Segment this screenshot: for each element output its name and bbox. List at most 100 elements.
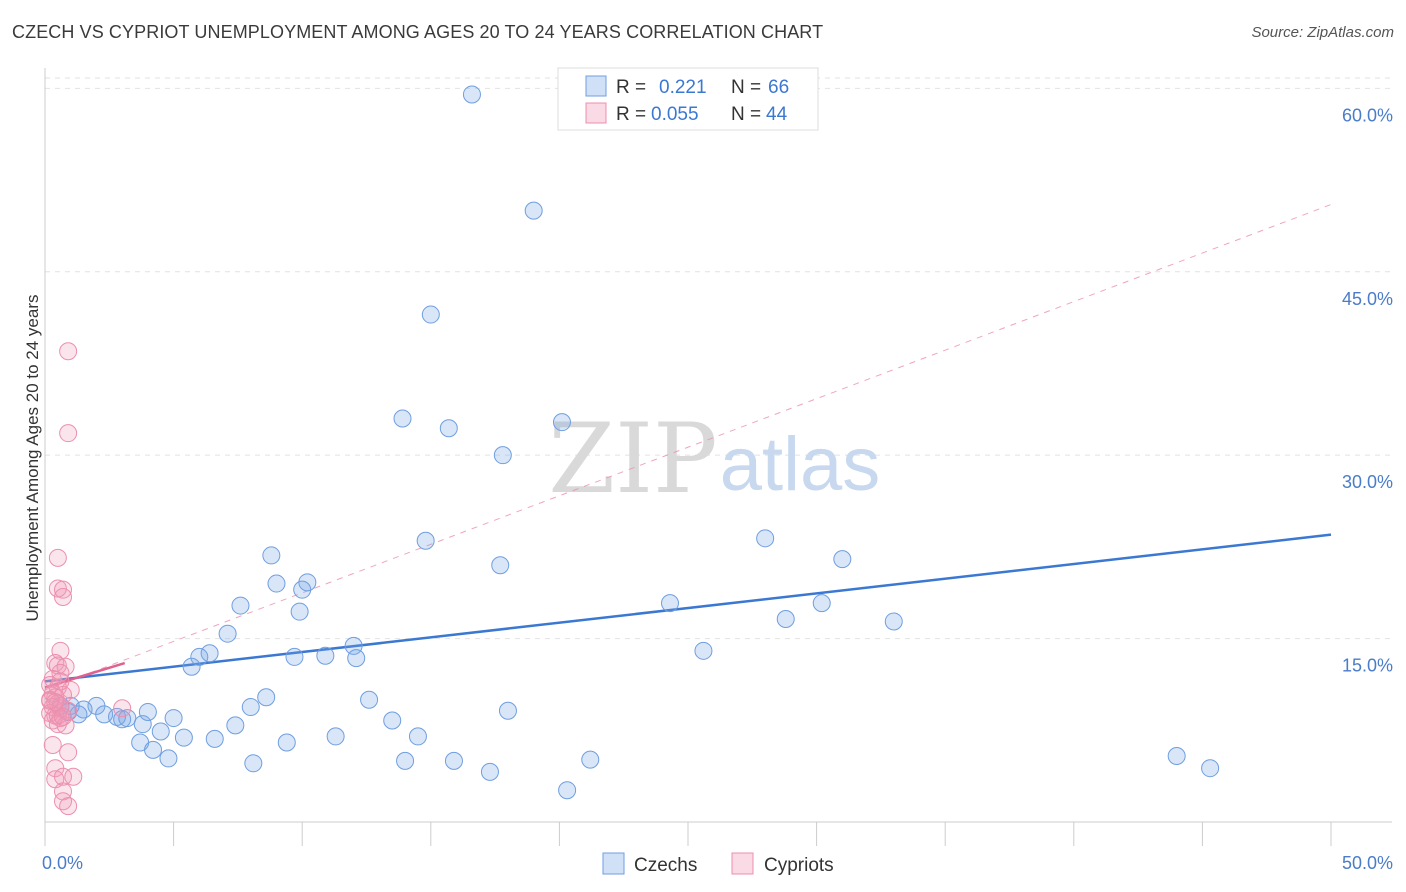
czech-point-26 bbox=[316, 646, 335, 665]
czech-point-60 bbox=[444, 751, 463, 770]
czech-point-19 bbox=[776, 610, 795, 629]
czech-point-7 bbox=[416, 531, 435, 550]
czech-point-47 bbox=[226, 716, 245, 735]
czech-point-22 bbox=[200, 644, 219, 663]
legend-top: R = 0.221 N = 66 R = 0.055 N = 44 bbox=[557, 67, 819, 131]
czech-point-30 bbox=[257, 688, 276, 707]
cypriot-point-1 bbox=[59, 424, 78, 443]
czech-point-49 bbox=[151, 722, 170, 741]
cypriot-point-5 bbox=[54, 580, 73, 599]
czech-point-2 bbox=[421, 305, 440, 324]
czech-point-56 bbox=[408, 727, 427, 746]
x-tick-label-0: 0.0% bbox=[42, 853, 83, 873]
czech-point-24 bbox=[182, 657, 201, 676]
cypriot-point-4 bbox=[54, 588, 73, 607]
czech-point-41 bbox=[164, 709, 183, 728]
czech-point-40 bbox=[138, 702, 157, 721]
czech-point-64 bbox=[1167, 746, 1186, 765]
y-tick-labels: 15.0% 30.0% 45.0% 60.0% bbox=[1342, 105, 1393, 675]
czech-point-65 bbox=[1201, 759, 1220, 778]
x-tick-label-1: 50.0% bbox=[1342, 853, 1393, 873]
czech-point-51 bbox=[144, 740, 163, 759]
cypriot-point-30 bbox=[43, 735, 62, 754]
czech-point-63 bbox=[558, 781, 577, 800]
legend-bottom: Czechs Cypriots bbox=[602, 852, 834, 876]
legend-top-frame bbox=[557, 67, 819, 131]
czech-trend-line bbox=[44, 533, 1332, 683]
czech-point-6 bbox=[493, 446, 512, 465]
cypriot-point-40 bbox=[41, 690, 60, 709]
y-axis-title: Unemployment Among Ages 20 to 24 years bbox=[23, 295, 42, 622]
czech-point-44 bbox=[69, 705, 88, 724]
czech-point-1 bbox=[524, 201, 543, 220]
czech-point-5 bbox=[439, 419, 458, 438]
czech-point-52 bbox=[174, 728, 193, 747]
czech-point-28 bbox=[347, 649, 366, 668]
axes bbox=[44, 68, 1392, 846]
czech-point-54 bbox=[277, 733, 296, 752]
czech-point-20 bbox=[884, 612, 903, 631]
cypriot-point-35 bbox=[64, 767, 83, 786]
y-tick-label-3: 60.0% bbox=[1342, 105, 1393, 125]
cypriot-point-34 bbox=[54, 767, 73, 786]
cypriot-point-31 bbox=[59, 743, 78, 762]
czech-point-4 bbox=[552, 413, 571, 432]
legend-bottom-czech-swatch bbox=[602, 852, 625, 875]
legend-czech-n-value: 66 bbox=[768, 77, 789, 98]
czech-point-16 bbox=[290, 602, 309, 621]
czech-point-18 bbox=[812, 594, 831, 613]
czech-point-3 bbox=[393, 409, 412, 428]
czech-point-55 bbox=[326, 727, 345, 746]
czech-point-53 bbox=[205, 729, 224, 748]
czech-point-10 bbox=[833, 550, 852, 569]
cypriot-point-0 bbox=[59, 342, 78, 361]
gridlines bbox=[45, 77, 1392, 640]
legend-czech-n-label: N = bbox=[731, 77, 761, 98]
watermark-zip: ZIP bbox=[548, 403, 717, 515]
legend-cypriot-r-label: R = bbox=[616, 104, 646, 125]
czech-points bbox=[51, 85, 1220, 800]
czech-point-21 bbox=[218, 624, 237, 643]
legend-czech-r-label: R = bbox=[616, 77, 646, 98]
czech-point-12 bbox=[267, 574, 286, 593]
czech-point-57 bbox=[159, 749, 178, 768]
cypriot-point-37 bbox=[54, 792, 73, 811]
czech-point-62 bbox=[581, 750, 600, 769]
czech-point-61 bbox=[480, 762, 499, 781]
watermark-atlas: atlas bbox=[720, 422, 881, 507]
cypriot-points bbox=[41, 342, 132, 816]
cypriot-point-38 bbox=[59, 797, 78, 816]
legend-bottom-cypriot-swatch bbox=[731, 852, 754, 875]
chart-title: CZECH VS CYPRIOT UNEMPLOYMENT AMONG AGES… bbox=[12, 22, 824, 42]
legend-czech-swatch bbox=[585, 75, 607, 97]
czech-point-32 bbox=[360, 690, 379, 709]
legend-cypriot-n-label: N = bbox=[731, 104, 761, 125]
legend-cypriot-swatch bbox=[585, 102, 607, 124]
czech-point-59 bbox=[396, 751, 415, 770]
cypriot-point-7 bbox=[46, 654, 65, 673]
x-tick-labels: 0.0% 50.0% bbox=[42, 853, 1393, 873]
czech-point-58 bbox=[244, 754, 263, 773]
cypriot-point-2 bbox=[48, 548, 67, 567]
y-tick-label-2: 45.0% bbox=[1342, 289, 1393, 309]
cypriot-trend-extended bbox=[44, 204, 1332, 691]
trendlines bbox=[44, 204, 1332, 691]
czech-point-25 bbox=[285, 647, 304, 666]
legend-bottom-czech-label: Czechs bbox=[634, 855, 697, 876]
cypriot-point-43 bbox=[54, 707, 73, 726]
czech-point-38 bbox=[118, 709, 137, 728]
czech-point-14 bbox=[293, 580, 312, 599]
legend-cypriot-n-value: 44 bbox=[766, 104, 788, 125]
y-tick-label-0: 15.0% bbox=[1342, 656, 1393, 676]
watermark: ZIP atlas bbox=[548, 403, 880, 515]
czech-point-15 bbox=[231, 596, 250, 615]
cypriot-point-8 bbox=[48, 656, 67, 675]
czech-point-11 bbox=[262, 546, 281, 565]
czech-point-0 bbox=[462, 85, 481, 104]
czech-point-33 bbox=[498, 701, 517, 720]
legend-cypriot-r-value: 0.055 bbox=[651, 104, 699, 125]
czech-point-48 bbox=[383, 711, 402, 730]
cypriot-point-42 bbox=[46, 693, 65, 712]
chart-source: Source: ZipAtlas.com bbox=[1251, 24, 1394, 41]
czech-point-29 bbox=[694, 641, 713, 660]
